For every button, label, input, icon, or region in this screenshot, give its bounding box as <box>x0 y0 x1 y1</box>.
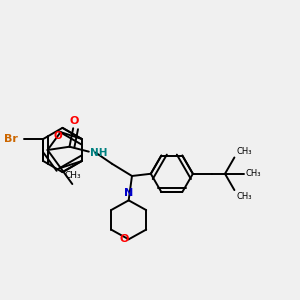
Text: O: O <box>54 131 62 141</box>
Text: CH₃: CH₃ <box>236 192 252 201</box>
Text: O: O <box>119 234 129 244</box>
Text: CH₃: CH₃ <box>64 171 81 180</box>
Text: CH₃: CH₃ <box>236 147 252 156</box>
Text: NH: NH <box>90 148 107 158</box>
Text: N: N <box>124 188 133 198</box>
Text: O: O <box>69 116 79 126</box>
Text: Br: Br <box>4 134 17 144</box>
Text: CH₃: CH₃ <box>246 169 261 178</box>
